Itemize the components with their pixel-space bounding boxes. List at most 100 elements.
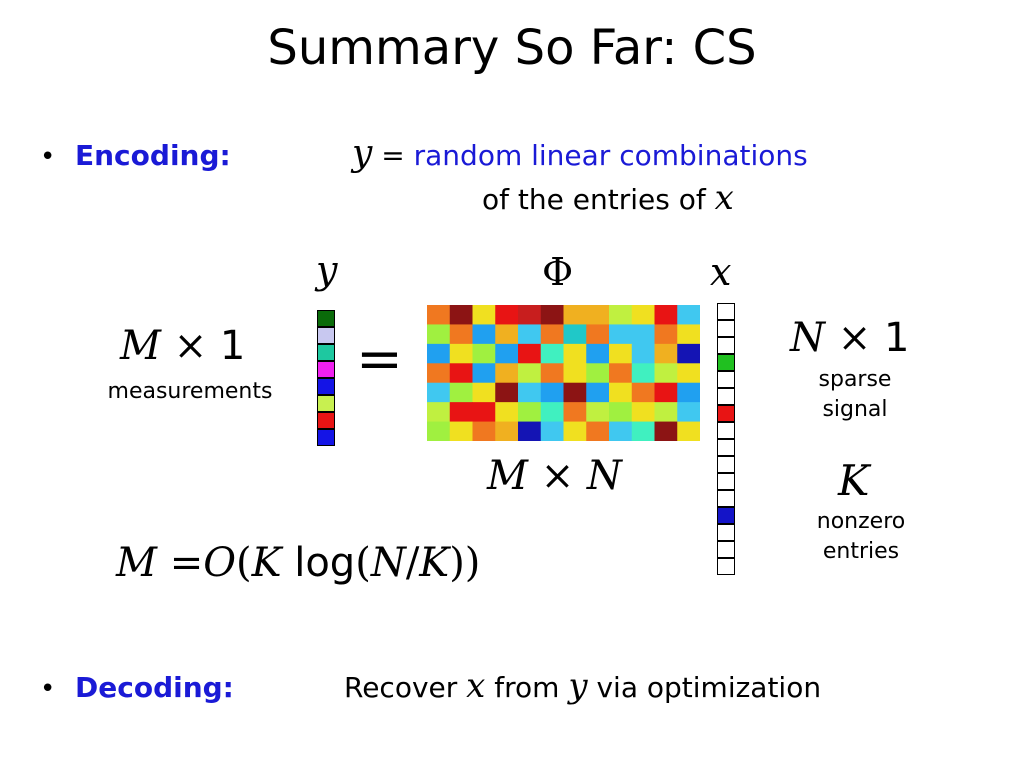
matrix-cell (563, 421, 587, 441)
decoding-label: Decoding: (75, 671, 234, 704)
matrix-cell (677, 363, 700, 384)
matrix-cell (631, 363, 655, 384)
sparse-caption: sparse (818, 367, 892, 392)
k-symbol: K (838, 456, 870, 505)
matrix-cell (654, 305, 678, 325)
phi-matrix (427, 305, 700, 441)
matrix-cell (518, 402, 542, 423)
matrix-cell (449, 305, 473, 325)
formula-n: N (370, 540, 406, 586)
matrix-cell (449, 324, 473, 345)
formula-eq: = (169, 540, 204, 586)
matrix-cell (631, 324, 655, 345)
matrix-cell (609, 324, 633, 345)
y-vector-cell (317, 310, 335, 327)
matrix-cell (472, 305, 496, 325)
matrix-cell (677, 402, 700, 423)
matrix-cell (609, 382, 633, 403)
x-vector-cell (717, 371, 735, 388)
x-vector-cell (717, 541, 735, 558)
matrix-cell (427, 324, 451, 345)
matrix-cell (654, 421, 678, 441)
matrix-cell (518, 363, 542, 384)
matrix-cell (586, 363, 610, 384)
x-vector-cell (717, 337, 735, 354)
matrix-cell (609, 402, 633, 423)
matrix-cell (427, 305, 451, 325)
var-y: y (568, 666, 588, 706)
matrix-cell (631, 402, 655, 423)
from-text: from (494, 671, 560, 704)
matrix-cell (472, 402, 496, 423)
x-vector-cell (717, 405, 735, 422)
formula-open-paren: ( (236, 540, 252, 586)
y-vector-cell (317, 378, 335, 395)
y-vector-cell (317, 395, 335, 412)
matrix-cell (631, 343, 655, 364)
formula-log: log (294, 540, 356, 586)
matrix-cell (631, 305, 655, 325)
formula-m: M (116, 540, 157, 586)
x-vector-cell (717, 473, 735, 490)
matrix-cell (449, 343, 473, 364)
matrix-cell (518, 421, 542, 441)
one-symbol: 1 (883, 315, 910, 361)
x-vector-cell (717, 558, 735, 575)
matrix-cell (563, 402, 587, 423)
via-optimization-text: via optimization (596, 671, 822, 704)
times-symbol: × (173, 323, 208, 369)
matrix-cell (427, 343, 451, 364)
formula-open-paren-2: ( (355, 540, 371, 586)
var-x: x (714, 178, 734, 218)
x-vector-label: x (710, 250, 732, 294)
m-symbol: M (487, 453, 528, 499)
matrix-cell (427, 402, 451, 423)
y-vector-cell (317, 327, 335, 344)
x-vector-cell (717, 490, 735, 507)
y-vector-cell (317, 344, 335, 361)
equals-sign: = (381, 139, 405, 172)
times-symbol: × (837, 315, 872, 361)
matrix-cell (495, 421, 519, 441)
formula-close-parens: )) (449, 540, 481, 586)
matrix-cell (495, 343, 519, 364)
matrix-cell (563, 343, 587, 364)
entries-caption: entries (822, 539, 900, 564)
matrix-cell (563, 305, 587, 325)
x-vector-cell (717, 507, 735, 524)
decoding-bullet: • (40, 670, 55, 707)
formula-k-2: K (419, 540, 450, 586)
y-vector (317, 310, 335, 446)
matrix-cell (540, 421, 564, 441)
matrix-cell (540, 324, 564, 345)
matrix-cell (563, 382, 587, 403)
random-linear-combinations: random linear combinations (413, 139, 808, 172)
matrix-cell (449, 402, 473, 423)
matrix-cell (586, 382, 610, 403)
one-symbol: 1 (219, 323, 246, 369)
matrix-cell (631, 382, 655, 403)
matrix-cell (495, 324, 519, 345)
matrix-cell (427, 382, 451, 403)
matrix-cell (540, 305, 564, 325)
matrix-cell (472, 343, 496, 364)
decoding-text: Recover x from y via optimization (344, 668, 821, 706)
matrix-cell (472, 382, 496, 403)
matrix-cell (654, 382, 678, 403)
matrix-cell (449, 382, 473, 403)
encoding-bullet: • (40, 138, 55, 175)
matrix-cell (518, 305, 542, 325)
bullet-dot: • (40, 142, 56, 172)
signal-caption: signal (822, 397, 888, 422)
n-symbol: N (790, 315, 825, 361)
matrix-cell (563, 363, 587, 384)
x-vector-cell (717, 303, 735, 320)
x-vector-cell (717, 388, 735, 405)
matrix-cell (427, 421, 451, 441)
matrix-cell (495, 382, 519, 403)
matrix-cell (495, 363, 519, 384)
formula-slash: / (405, 540, 420, 586)
matrix-cell (586, 324, 610, 345)
matrix-cell (449, 363, 473, 384)
x-vector-cell (717, 456, 735, 473)
